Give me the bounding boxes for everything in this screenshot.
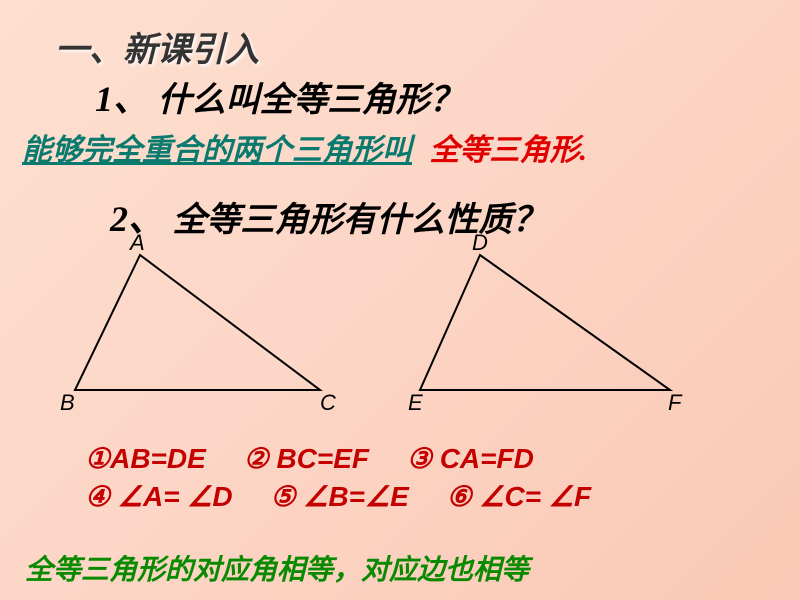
eq-5: ⑤ ∠B=∠E xyxy=(270,481,408,512)
label-c: C xyxy=(320,390,336,416)
eq-2: ② BC=EF xyxy=(244,443,369,474)
answer1-red: 全等三角形. xyxy=(430,134,588,167)
section-title: 一、新课引入 xyxy=(55,22,259,71)
q2-text: 全等三角形有什么性质？ xyxy=(173,202,547,239)
eq-3: ③ CA=FD xyxy=(407,443,534,474)
label-f: F xyxy=(668,390,681,416)
question-1: 1、 什么叫全等三角形？ xyxy=(95,70,464,122)
triangle-diagram: A B C D E F xyxy=(60,240,740,440)
eq-4: ④ ∠A= ∠D xyxy=(85,481,233,512)
footer-statement: 全等三角形的对应角相等，对应边也相等 xyxy=(25,548,529,588)
eq-6: ⑥ ∠C= ∠F xyxy=(447,481,592,512)
answer1-teal: 能够完全重合的两个三角形叫 xyxy=(22,134,412,167)
eq-1: ①AB=DE xyxy=(85,443,206,474)
equalities-block: ①AB=DE ② BC=EF ③ CA=FD ④ ∠A= ∠D ⑤ ∠B=∠E … xyxy=(85,440,705,516)
q1-number: 1、 xyxy=(95,79,149,119)
label-a: A xyxy=(130,230,145,256)
label-e: E xyxy=(408,390,423,416)
triangle-abc xyxy=(75,255,320,390)
triangle-def xyxy=(420,255,670,390)
triangles-svg xyxy=(60,240,740,440)
q1-text: 什么叫全等三角形？ xyxy=(158,82,464,119)
label-b: B xyxy=(60,390,75,416)
answer-1: 能够完全重合的两个三角形叫 全等三角形. xyxy=(22,125,587,169)
label-d: D xyxy=(472,230,488,256)
